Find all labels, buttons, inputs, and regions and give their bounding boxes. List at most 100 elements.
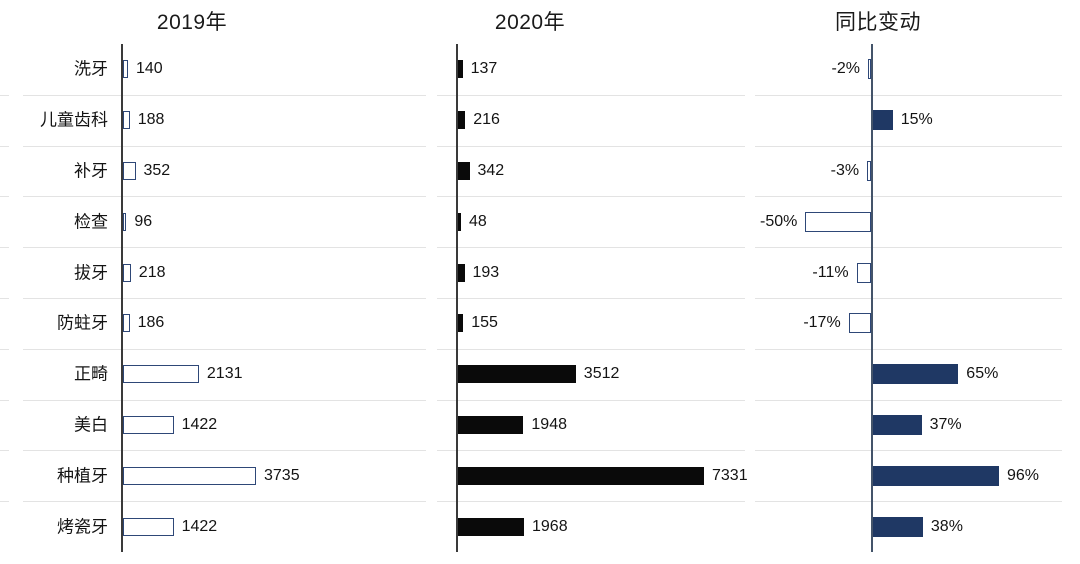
gridline bbox=[23, 501, 426, 503]
gridline bbox=[437, 247, 745, 249]
gridline bbox=[437, 348, 745, 350]
gridline bbox=[755, 94, 1062, 96]
value-label: 37% bbox=[929, 416, 962, 433]
gridline bbox=[0, 247, 9, 249]
bar bbox=[123, 517, 174, 536]
bar bbox=[458, 314, 464, 333]
gridline bbox=[437, 94, 745, 96]
gridline bbox=[0, 196, 9, 198]
category-axis-line bbox=[456, 44, 458, 552]
bar bbox=[848, 313, 871, 334]
gridline bbox=[755, 145, 1062, 147]
value-label: -2% bbox=[831, 60, 860, 78]
gridline bbox=[755, 247, 1062, 249]
value-label: 193 bbox=[472, 263, 500, 281]
value-label: 38% bbox=[930, 517, 963, 535]
bar bbox=[458, 416, 524, 434]
value-label: 1422 bbox=[181, 416, 218, 433]
value-label: -50% bbox=[760, 212, 798, 230]
bar bbox=[873, 364, 959, 385]
gridline bbox=[755, 501, 1062, 503]
category-label: 美白 bbox=[74, 415, 108, 435]
bar bbox=[805, 211, 871, 232]
category-axis-line bbox=[121, 44, 123, 552]
value-label: 216 bbox=[473, 111, 500, 129]
value-label: 2131 bbox=[206, 365, 243, 383]
value-label: 342 bbox=[477, 162, 505, 179]
value-label: -11% bbox=[812, 263, 849, 281]
bar bbox=[867, 161, 871, 181]
value-label: 7331 bbox=[712, 466, 748, 484]
panel-title-2019: 2019年 bbox=[156, 11, 228, 34]
bar bbox=[458, 162, 470, 180]
bar bbox=[458, 365, 576, 384]
gridline bbox=[0, 501, 9, 503]
gridline bbox=[0, 348, 9, 350]
bar bbox=[856, 262, 871, 283]
gridline bbox=[437, 450, 745, 452]
gridline bbox=[23, 94, 426, 96]
bar bbox=[123, 263, 131, 282]
value-label: 48 bbox=[469, 212, 487, 230]
bar bbox=[123, 111, 130, 130]
gridline bbox=[437, 145, 745, 147]
gridline bbox=[23, 450, 426, 452]
category-label: 检查 bbox=[74, 212, 108, 232]
value-label: 3512 bbox=[583, 365, 620, 383]
panel-title-yoy-change: 同比变动 bbox=[835, 11, 921, 34]
value-label: -3% bbox=[830, 162, 860, 179]
gridline bbox=[437, 399, 745, 401]
bar bbox=[458, 263, 465, 282]
gridline bbox=[0, 298, 9, 299]
bar bbox=[123, 162, 136, 180]
value-label: 96% bbox=[1007, 466, 1040, 484]
panel-title-2020: 2020年 bbox=[494, 11, 566, 34]
category-label: 儿童齿科 bbox=[40, 110, 108, 130]
gridline bbox=[23, 298, 426, 299]
bar bbox=[123, 314, 130, 333]
category-axis-line bbox=[871, 44, 873, 552]
gridline bbox=[0, 399, 9, 401]
category-label: 洗牙 bbox=[74, 59, 108, 79]
gridline bbox=[437, 196, 745, 198]
value-label: 1968 bbox=[532, 517, 568, 535]
bar bbox=[123, 212, 127, 231]
bar bbox=[458, 212, 461, 231]
value-label: -17% bbox=[803, 314, 841, 332]
category-label: 防蛀牙 bbox=[57, 313, 108, 333]
gridline bbox=[0, 450, 9, 452]
bar bbox=[873, 516, 923, 537]
gridline bbox=[755, 348, 1062, 350]
bar bbox=[458, 60, 463, 79]
gridline bbox=[755, 399, 1062, 401]
value-label: 65% bbox=[966, 365, 999, 383]
category-label: 种植牙 bbox=[57, 466, 108, 486]
value-label: 155 bbox=[471, 314, 498, 332]
bar bbox=[123, 466, 256, 485]
category-label: 补牙 bbox=[74, 161, 108, 181]
value-label: 1422 bbox=[181, 517, 218, 535]
value-label: 188 bbox=[137, 111, 165, 129]
value-label: 15% bbox=[900, 111, 933, 129]
gridline bbox=[0, 145, 9, 147]
gridline bbox=[755, 298, 1062, 299]
gridline bbox=[0, 94, 9, 96]
value-label: 1948 bbox=[531, 416, 567, 433]
bar bbox=[458, 517, 524, 536]
bar bbox=[873, 415, 922, 435]
bar bbox=[123, 60, 128, 79]
category-label: 拔牙 bbox=[74, 263, 108, 283]
gridline bbox=[755, 450, 1062, 452]
bar bbox=[873, 110, 893, 131]
category-label: 烤瓷牙 bbox=[57, 517, 108, 537]
gridline bbox=[23, 399, 426, 401]
gridline bbox=[437, 501, 745, 503]
bar bbox=[873, 465, 999, 486]
bar bbox=[458, 111, 466, 130]
value-label: 218 bbox=[138, 263, 166, 281]
gridline bbox=[755, 196, 1062, 198]
gridline bbox=[437, 298, 745, 299]
value-label: 137 bbox=[470, 60, 498, 78]
